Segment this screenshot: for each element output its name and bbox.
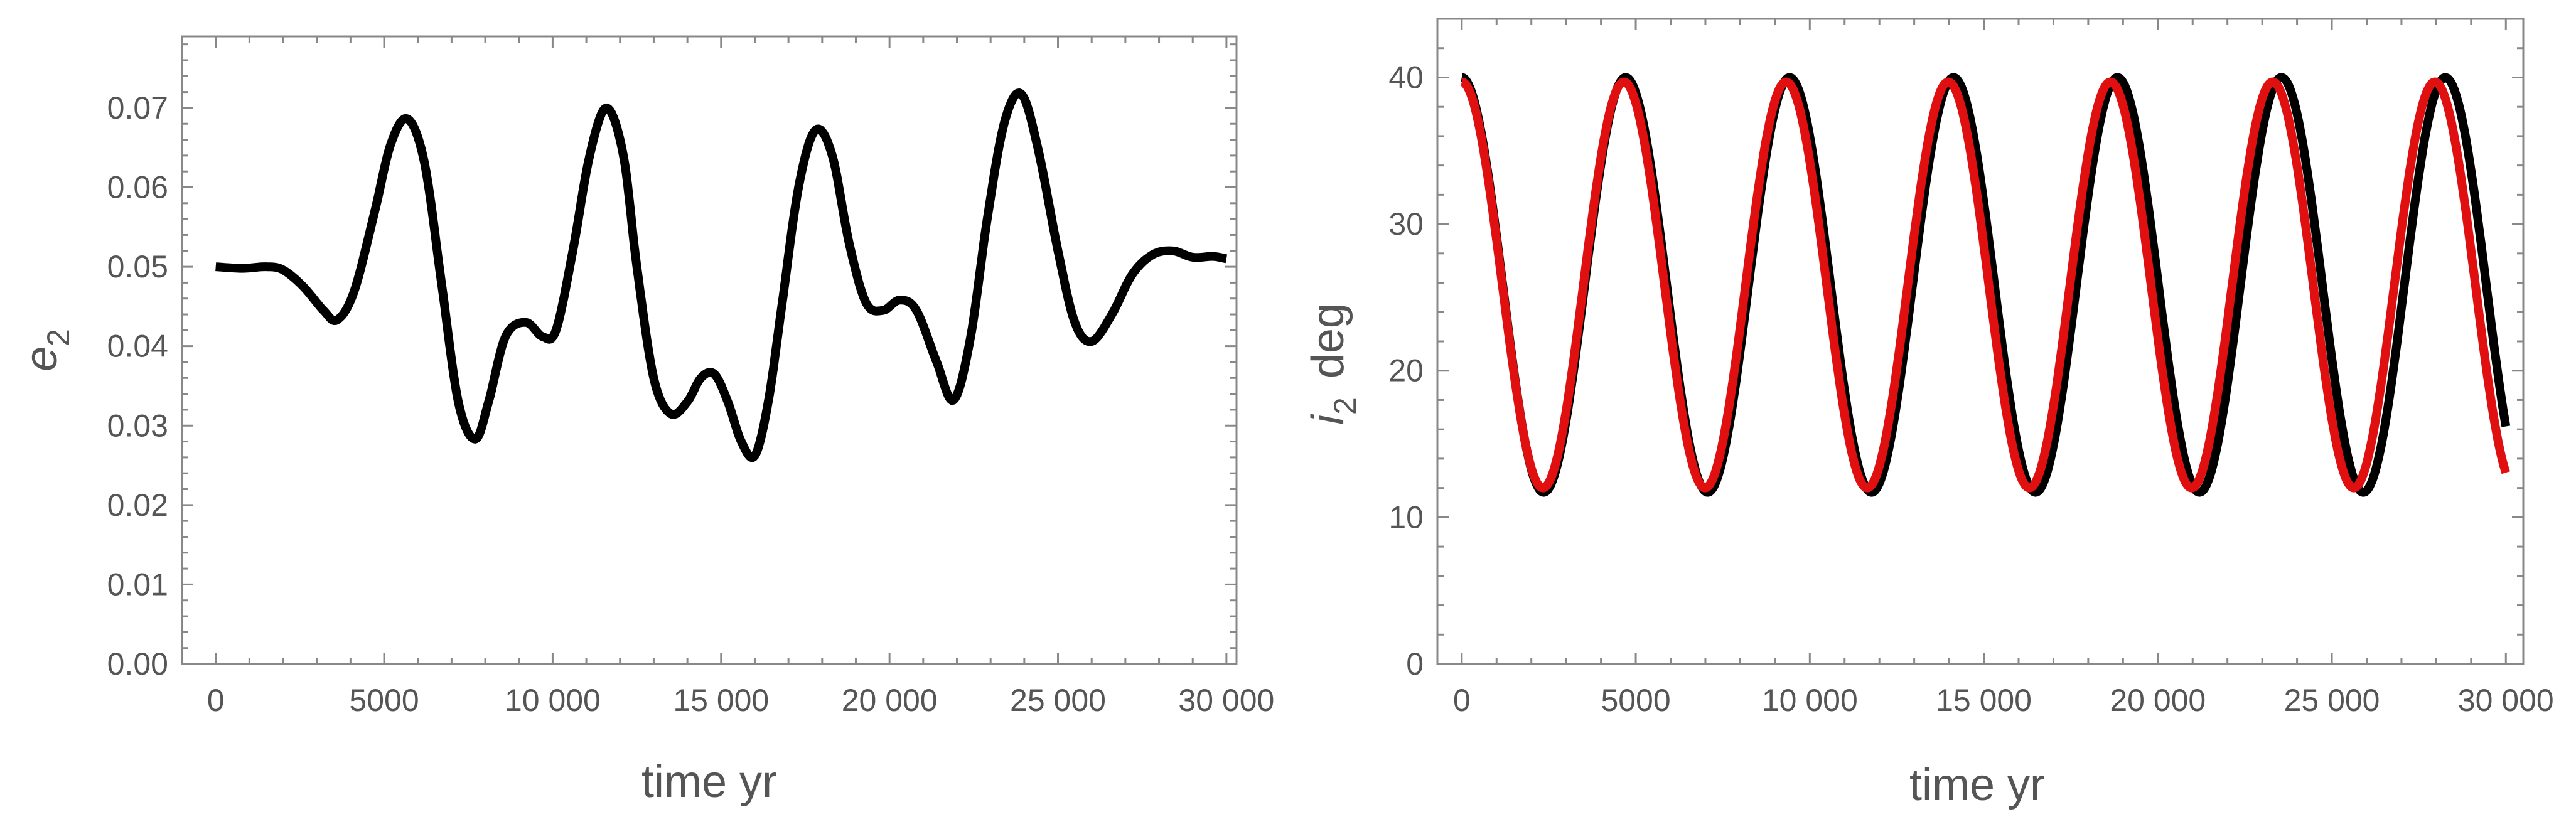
x-tick-labels: 0 5000 10 000 15 000 20 000 25 000 30 000 (207, 683, 1275, 718)
y-tick-label: 0.07 (107, 90, 168, 126)
x-tick-label: 20 000 (2110, 683, 2206, 718)
plot-frame (181, 35, 1238, 665)
x-tick-label: 20 000 (842, 683, 938, 718)
y-tick-label: 20 (1388, 353, 1424, 388)
y-tick-label: 40 (1388, 60, 1424, 95)
x-tick-label: 15 000 (673, 683, 769, 718)
x-axis-title: time yr (641, 757, 777, 807)
y-axis-title: i2deg (1303, 303, 1363, 425)
x-tick-label: 5000 (1601, 683, 1670, 718)
y-tick-labels: 0.00 0.01 0.02 0.03 0.04 0.05 0.06 0.07 (107, 90, 168, 681)
x-tick-label: 25 000 (1010, 683, 1106, 718)
axis-ticks (181, 36, 1237, 665)
y-tick-label: 0 (1406, 646, 1424, 681)
x-tick-label: 30 000 (1178, 683, 1274, 718)
x-tick-label: 15 000 (1936, 683, 2032, 718)
inclination-chart: 0 5000 10 000 15 000 20 000 25 000 30 000 0 10 2… (1303, 18, 2554, 810)
series-line-black (213, 88, 1230, 462)
y-tick-label: 10 (1388, 500, 1424, 535)
x-tick-label: 30 000 (2458, 683, 2554, 718)
y-tick-label: 0.04 (107, 329, 168, 364)
x-tick-label: 25 000 (2284, 683, 2380, 718)
y-tick-label: 0.03 (107, 408, 168, 443)
eccentricity-chart: 0 5000 10 000 15 000 20 000 25 000 30 000 0.00… (16, 35, 1275, 807)
y-tick-label: 0.02 (107, 488, 168, 523)
y-axis-title: e2 (16, 329, 76, 371)
y-tick-label: 30 (1388, 206, 1424, 242)
x-tick-labels: 0 5000 10 000 15 000 20 000 25 000 30 000 (1453, 683, 2554, 718)
series-line-black (1459, 73, 2511, 497)
x-tick-label: 0 (1453, 683, 1471, 718)
series-line-red (1459, 77, 2510, 493)
y-tick-label: 0.06 (107, 170, 168, 205)
y-tick-label: 0.01 (107, 567, 168, 602)
x-axis-title: time yr (1909, 760, 2045, 810)
axis-ticks (1437, 18, 2523, 665)
x-tick-label: 5000 (349, 683, 419, 718)
series-group (213, 88, 1230, 462)
series-group (1459, 73, 2511, 497)
x-tick-label: 10 000 (1762, 683, 1858, 718)
y-tick-label: 0.05 (107, 249, 168, 284)
plot-frame (1436, 18, 2525, 665)
x-tick-label: 0 (207, 683, 225, 718)
y-tick-label: 0.00 (107, 646, 168, 681)
x-tick-label: 10 000 (505, 683, 601, 718)
y-tick-labels: 0 10 20 30 40 (1388, 60, 1424, 681)
